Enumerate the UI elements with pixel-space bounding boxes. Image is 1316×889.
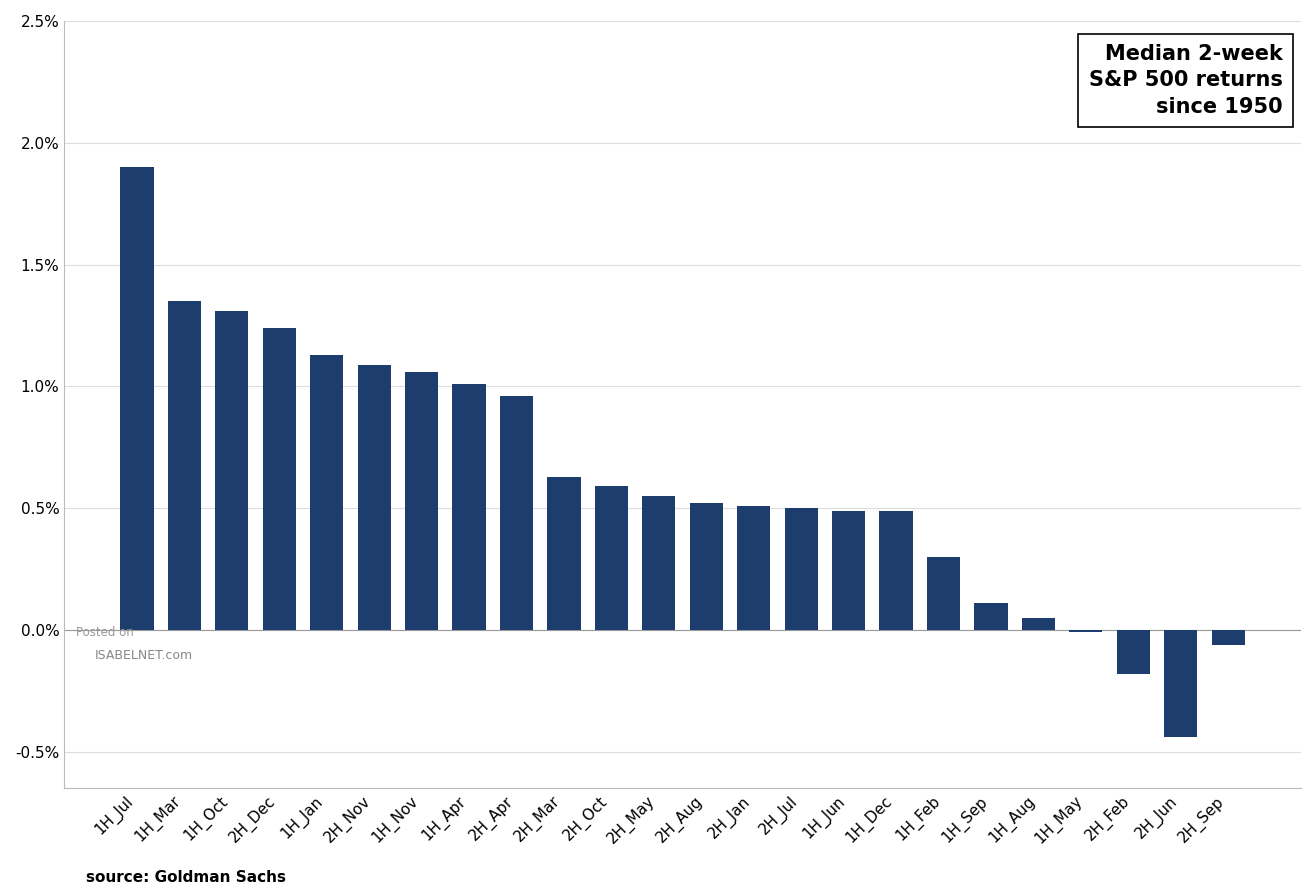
- Bar: [120, 167, 154, 630]
- Bar: [358, 364, 391, 630]
- Text: Posted on: Posted on: [76, 626, 134, 639]
- Bar: [832, 510, 865, 630]
- Bar: [547, 477, 580, 630]
- Bar: [974, 604, 1008, 630]
- Bar: [263, 328, 296, 630]
- Bar: [879, 510, 913, 630]
- Bar: [595, 486, 628, 630]
- Bar: [500, 396, 533, 630]
- Bar: [1212, 630, 1245, 645]
- Text: Median 2-week
S&P 500 returns
since 1950: Median 2-week S&P 500 returns since 1950: [1088, 44, 1283, 116]
- Text: ISABELNET.com: ISABELNET.com: [95, 649, 193, 661]
- Bar: [690, 503, 722, 630]
- Bar: [642, 496, 675, 630]
- Bar: [311, 355, 343, 630]
- Bar: [1021, 618, 1055, 630]
- Bar: [784, 509, 817, 630]
- Bar: [1165, 630, 1198, 737]
- Bar: [167, 301, 201, 630]
- Bar: [453, 384, 486, 630]
- Bar: [926, 557, 961, 630]
- Bar: [1069, 630, 1103, 632]
- Bar: [405, 372, 438, 630]
- Bar: [216, 311, 249, 630]
- Bar: [737, 506, 770, 630]
- Bar: [1117, 630, 1150, 674]
- Text: source: Goldman Sachs: source: Goldman Sachs: [86, 869, 286, 885]
